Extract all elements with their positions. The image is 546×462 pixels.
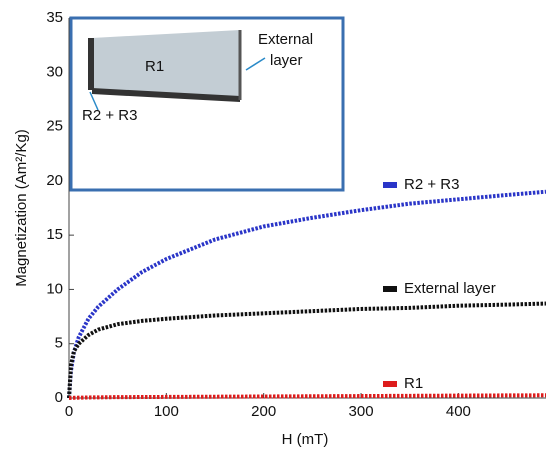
legend-label: R2 + R3	[404, 176, 459, 193]
inset: R1 External layer R2 + R3	[69, 16, 345, 192]
y-tick-label: 35	[46, 9, 63, 26]
x-axis-label: H (mT)	[282, 431, 329, 448]
y-axis-label: Magnetization (Am²/Kg)	[13, 129, 30, 287]
y-tick-label: 10	[46, 280, 63, 297]
x-tick-label: 200	[251, 403, 276, 420]
y-tick-label: 30	[46, 63, 63, 80]
y-tick-label: 0	[55, 389, 63, 406]
inset-arrow	[245, 57, 266, 71]
legend-swatch	[383, 182, 397, 188]
x-tick-label: 0	[65, 403, 73, 420]
legend-swatch	[383, 381, 397, 387]
inset-edge	[88, 38, 94, 90]
series-line	[68, 393, 546, 400]
y-tick-label: 20	[46, 172, 63, 189]
y-tick-label: 15	[46, 226, 63, 243]
legend-label: R1	[404, 375, 423, 392]
x-tick-label: 300	[349, 403, 374, 420]
y-tick-label: 5	[55, 335, 63, 352]
series-line	[67, 189, 546, 399]
inset-edge	[92, 88, 240, 102]
y-tick-label: 25	[46, 118, 63, 135]
inset-arrow	[89, 91, 99, 111]
legend-swatch	[383, 286, 397, 292]
inset-block	[92, 30, 240, 98]
inset-label: R2 + R3	[82, 107, 137, 124]
series-line	[67, 301, 546, 399]
inset-label: External	[258, 31, 313, 48]
inset-label: layer	[270, 52, 303, 69]
x-tick-label: 400	[446, 403, 471, 420]
inset-label: R1	[145, 58, 164, 75]
legend-label: External layer	[404, 280, 496, 297]
x-tick-label: 100	[154, 403, 179, 420]
